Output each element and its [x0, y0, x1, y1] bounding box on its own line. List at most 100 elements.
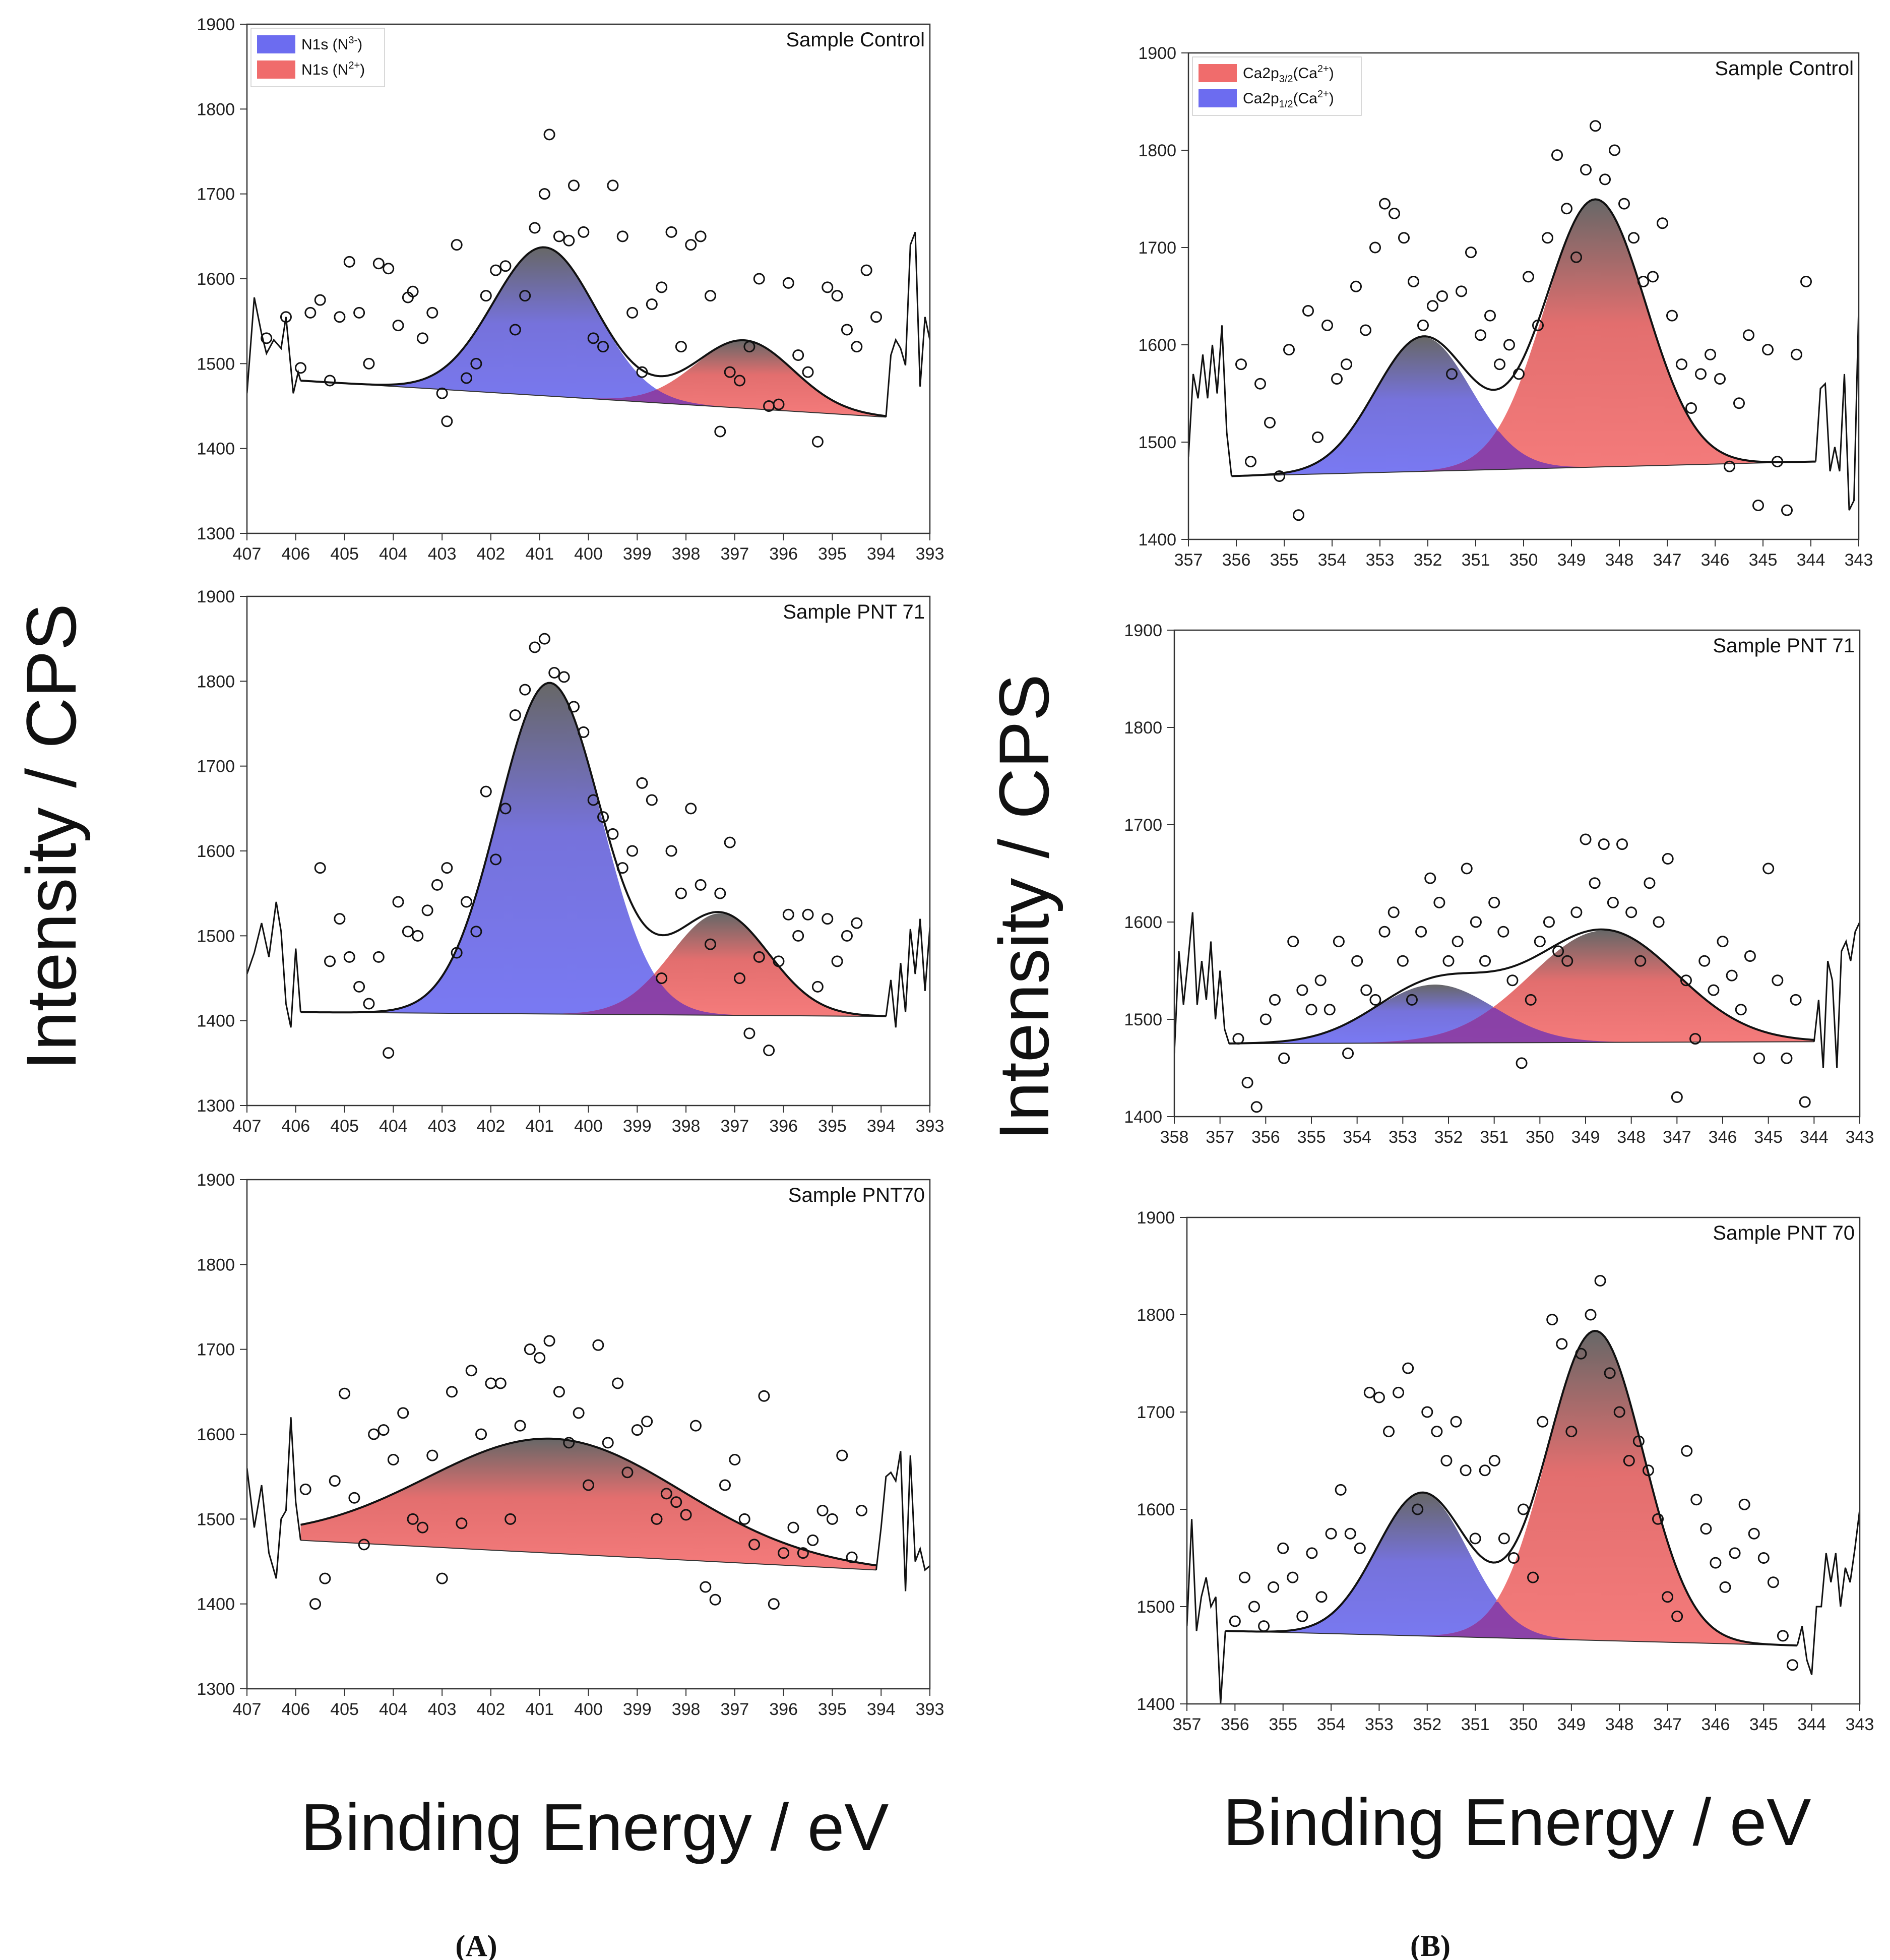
x-tick-label: 403	[428, 1700, 457, 1719]
data-point	[680, 1509, 692, 1521]
data-point	[1360, 324, 1371, 336]
data-point	[1642, 1464, 1654, 1477]
data-point	[636, 777, 648, 789]
data-point	[1506, 974, 1519, 987]
x-tick-label: 347	[1653, 1715, 1682, 1734]
data-point	[261, 332, 273, 344]
x-tick-label: 407	[233, 1117, 262, 1136]
y-tick-label: 1600	[197, 1425, 235, 1444]
data-point	[1743, 329, 1754, 341]
data-point	[616, 230, 628, 242]
data-point	[461, 372, 473, 384]
data-point	[509, 709, 521, 721]
x-tick-label: 397	[720, 1700, 749, 1719]
data-point	[607, 179, 619, 192]
panel-title: Sample Control	[1715, 57, 1854, 80]
data-point	[543, 129, 555, 141]
data-point	[1498, 1533, 1510, 1545]
y-axis-label-left: Intensity / CPS	[12, 603, 91, 1070]
y-tick-label: 1800	[197, 672, 235, 691]
data-point	[431, 879, 443, 891]
y-tick-label: 1600	[1137, 1500, 1175, 1519]
x-tick-label: 351	[1462, 550, 1490, 570]
y-tick-label: 1500	[1137, 1598, 1175, 1617]
data-point	[485, 1377, 497, 1389]
x-tick-label: 402	[477, 1117, 506, 1136]
x-tick-label: 394	[867, 1700, 896, 1719]
y-tick-label: 1900	[197, 15, 235, 34]
x-tick-label: 345	[1749, 550, 1778, 570]
data-point	[343, 951, 355, 963]
data-point	[646, 794, 658, 806]
data-point	[1580, 164, 1592, 176]
data-point	[519, 290, 531, 302]
data-point	[1287, 1571, 1299, 1583]
data-point	[314, 294, 326, 306]
data-point	[1268, 1581, 1280, 1593]
data-point	[1653, 916, 1665, 928]
x-tick-label: 352	[1413, 1715, 1441, 1734]
raw-trace	[1815, 305, 1859, 511]
x-tick-label: 345	[1749, 1715, 1778, 1734]
data-point	[1408, 276, 1419, 288]
data-point	[1662, 853, 1674, 865]
data-point	[490, 853, 502, 866]
data-point	[1738, 1498, 1750, 1510]
data-point	[846, 1551, 858, 1563]
data-point	[1623, 1455, 1635, 1466]
x-tick-label: 395	[818, 544, 847, 564]
y-tick-label: 1300	[197, 524, 235, 543]
data-point	[1350, 280, 1362, 292]
y-tick-label: 1400	[197, 440, 235, 459]
peak-component-red	[1231, 199, 1816, 476]
data-point	[436, 1572, 448, 1584]
data-point	[1680, 974, 1692, 987]
data-point	[304, 307, 317, 319]
data-point	[499, 260, 512, 272]
data-point	[372, 951, 385, 963]
x-tick-label: 348	[1605, 550, 1634, 570]
panel-title: Sample Control	[786, 29, 925, 51]
data-point	[383, 263, 395, 275]
data-point	[1625, 906, 1637, 918]
x-tick-label: 405	[330, 544, 359, 564]
y-tick-label: 1800	[1124, 718, 1162, 738]
data-point	[1516, 1057, 1528, 1069]
data-point	[1561, 203, 1572, 215]
data-point	[689, 1420, 702, 1432]
data-point	[870, 311, 883, 323]
data-point	[407, 1513, 419, 1525]
data-point	[529, 641, 541, 653]
plot-frame	[1173, 629, 1861, 1118]
data-point	[1344, 1527, 1356, 1540]
data-point	[1461, 863, 1473, 875]
plot-frame	[246, 23, 931, 534]
data-point	[1799, 1096, 1811, 1108]
data-point	[1397, 955, 1409, 967]
y-tick-label: 1700	[1138, 238, 1176, 258]
data-point	[1632, 1435, 1645, 1447]
data-point	[543, 1335, 555, 1347]
data-point	[670, 1496, 682, 1508]
y-tick-label: 1900	[1124, 621, 1162, 640]
data-point	[475, 1428, 487, 1440]
x-tick-label: 352	[1434, 1128, 1463, 1147]
data-point	[480, 785, 492, 798]
data-point	[1440, 1455, 1453, 1466]
data-point	[822, 281, 834, 293]
data-point	[1662, 1591, 1674, 1603]
data-point	[519, 684, 531, 696]
data-point	[1406, 994, 1418, 1006]
baseline	[1229, 1041, 1814, 1045]
data-point	[1235, 358, 1247, 371]
legend: Ca2p3/2(Ca2+) Ca2p1/2(Ca2+)	[1192, 56, 1362, 116]
data-point	[1296, 1610, 1308, 1622]
x-tick-label: 350	[1509, 550, 1538, 570]
data-point	[1781, 504, 1793, 516]
data-point	[851, 917, 863, 929]
data-point	[1283, 344, 1295, 356]
data-point	[1762, 344, 1774, 356]
fit-envelope	[1229, 928, 1814, 1045]
data-point	[1363, 1386, 1375, 1398]
data-point	[1293, 509, 1304, 521]
